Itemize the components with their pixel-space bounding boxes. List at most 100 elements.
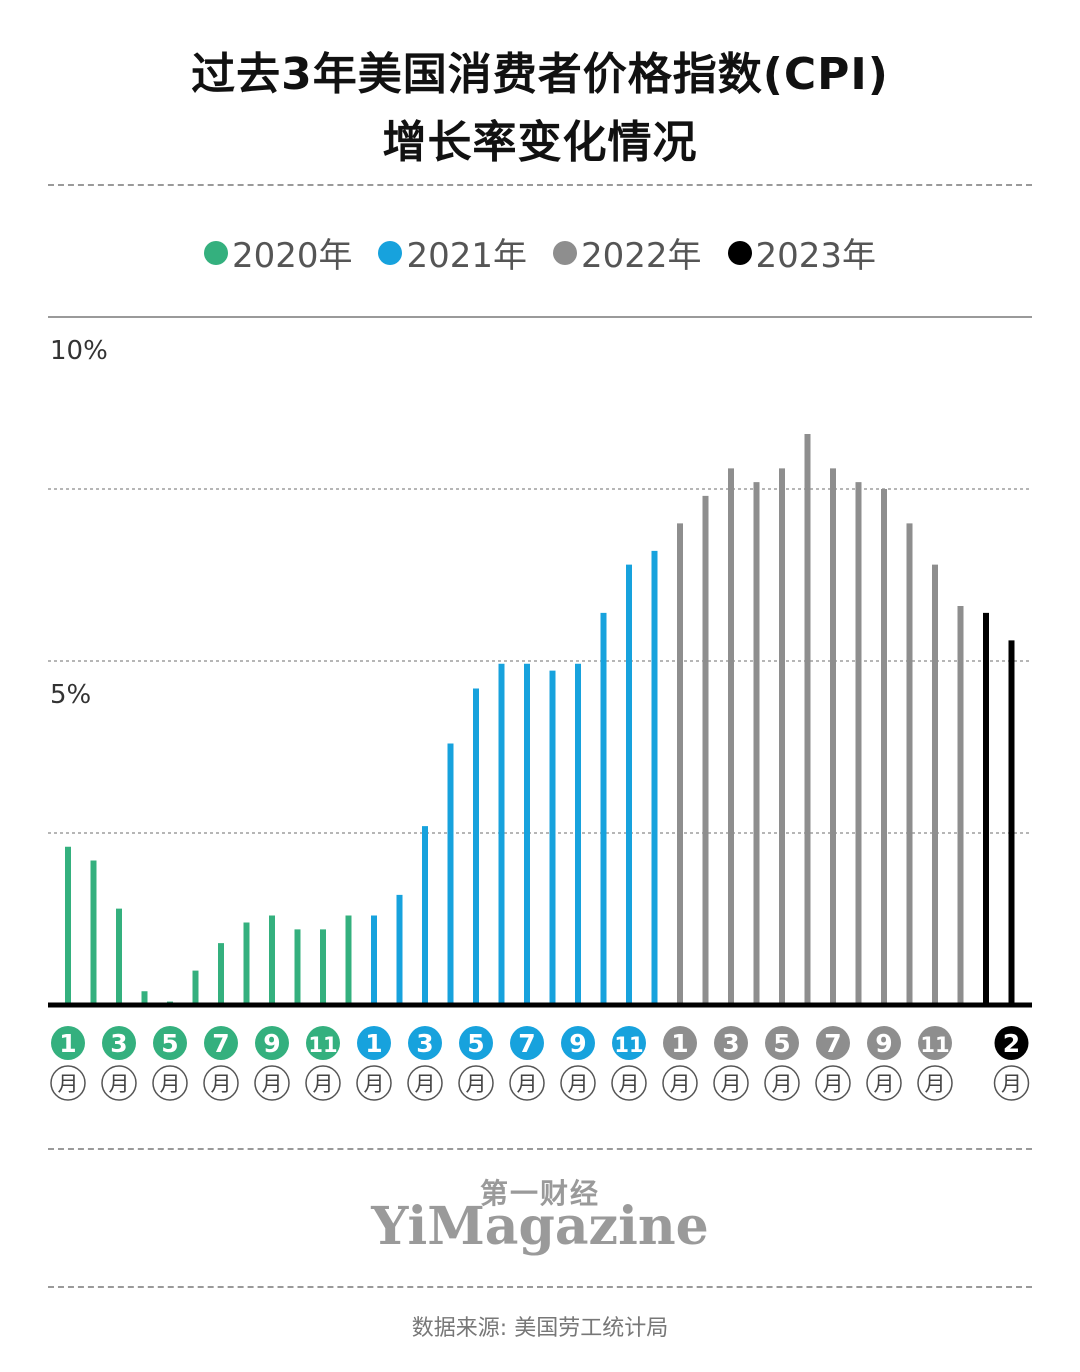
month-word-label: 月 — [58, 1072, 79, 1096]
legend-swatch-2020 — [203, 240, 228, 265]
month-badge — [51, 1026, 85, 1060]
month-word-label: 月 — [721, 1072, 742, 1096]
month-number-label: 9 — [875, 1029, 892, 1058]
month-word-badge — [407, 1065, 443, 1101]
month-badge — [867, 1026, 901, 1060]
month-word-label: 月 — [823, 1072, 844, 1096]
month-word-label: 月 — [874, 1072, 895, 1096]
month-word-badge — [713, 1065, 749, 1101]
month-word-label: 月 — [517, 1072, 538, 1096]
month-number-label: 1 — [365, 1029, 382, 1058]
month-badge — [994, 1026, 1029, 1060]
brand-logo-chinese: 第一财经 — [479, 1177, 600, 1210]
month-number-label: 3 — [416, 1029, 433, 1058]
month-badge — [204, 1026, 238, 1060]
month-number-label: 3 — [110, 1029, 127, 1058]
month-number-label: 9 — [263, 1029, 280, 1058]
month-badge — [561, 1026, 595, 1060]
month-number-label: 5 — [467, 1029, 484, 1058]
month-word-badge — [254, 1065, 290, 1101]
month-word-label: 月 — [466, 1072, 487, 1096]
month-badge — [408, 1026, 442, 1060]
month-word-label: 月 — [1001, 1072, 1022, 1096]
chart-title-line1: 过去3年美国消费者价格指数(CPI) — [191, 49, 889, 100]
month-number-label: 9 — [569, 1029, 586, 1058]
month-badge — [765, 1026, 799, 1060]
month-number-label: 3 — [722, 1029, 739, 1058]
month-word-badge — [560, 1065, 596, 1101]
month-word-label: 月 — [568, 1072, 589, 1096]
month-number-label: 11 — [920, 1033, 949, 1057]
month-number-label: 5 — [773, 1029, 790, 1058]
month-badge — [153, 1026, 187, 1060]
legend-item-2020: 2020年 — [203, 228, 353, 277]
month-word-label: 月 — [262, 1072, 283, 1096]
month-word-label: 月 — [415, 1072, 436, 1096]
legend-label-2021: 2021年 — [406, 236, 527, 276]
month-word-label: 月 — [670, 1072, 691, 1096]
month-word-badge — [815, 1065, 851, 1101]
month-badge — [459, 1026, 493, 1060]
month-badge — [255, 1026, 289, 1060]
month-badge — [663, 1026, 697, 1060]
month-word-label: 月 — [313, 1072, 334, 1096]
month-badge — [306, 1026, 340, 1060]
month-word-badge — [611, 1065, 647, 1101]
y-tick-label: 10% — [50, 336, 108, 366]
legend-item-2021: 2021年 — [378, 228, 527, 277]
divider-top — [48, 184, 1032, 186]
month-word-label: 月 — [160, 1072, 181, 1096]
legend-item-2023: 2023年 — [727, 228, 877, 277]
month-badge — [714, 1026, 748, 1060]
cpi-bar-chart: 10% 5% 1 月 3 月 5 月 7 月 9 月 11 月 1 月 3 月 5 月 7 月 9 月 11 月 1 月 3 月 5 月 7 月 9… — [48, 316, 1032, 1101]
month-word-badge — [305, 1065, 341, 1101]
month-word-badge — [101, 1065, 137, 1101]
month-word-badge — [764, 1065, 800, 1101]
month-word-label: 月 — [211, 1072, 232, 1096]
month-number-label: 7 — [518, 1029, 535, 1058]
month-badge — [102, 1026, 136, 1060]
month-number-label: 1 — [59, 1029, 76, 1058]
month-word-badge — [917, 1065, 953, 1101]
month-number-label: 11 — [308, 1033, 337, 1057]
legend-swatch-2023 — [727, 240, 752, 265]
month-number-label: 7 — [212, 1029, 229, 1058]
month-number-label: 11 — [614, 1033, 643, 1057]
legend: 2020年 2021年 2022年 2023年 — [0, 228, 1080, 277]
month-word-label: 月 — [364, 1072, 385, 1096]
month-word-badge — [662, 1065, 698, 1101]
divider-middle — [48, 1148, 1032, 1150]
month-word-badge — [458, 1065, 494, 1101]
month-number-label: 2 — [1003, 1029, 1020, 1058]
month-number-label: 5 — [161, 1029, 178, 1058]
legend-swatch-2021 — [378, 240, 403, 265]
month-word-label: 月 — [109, 1072, 130, 1096]
month-number-label: 1 — [671, 1029, 688, 1058]
month-word-badge — [50, 1065, 86, 1101]
legend-label-2023: 2023年 — [755, 236, 877, 276]
month-badge — [816, 1026, 850, 1060]
month-badge — [918, 1026, 952, 1060]
chart-title-line2: 增长率变化情况 — [382, 117, 698, 168]
month-badge — [612, 1026, 646, 1060]
month-word-label: 月 — [925, 1072, 946, 1096]
divider-bottom — [48, 1286, 1032, 1288]
month-word-badge — [152, 1065, 188, 1101]
month-badge — [510, 1026, 544, 1060]
month-number-label: 7 — [824, 1029, 841, 1058]
month-word-label: 月 — [772, 1072, 793, 1096]
month-word-badge — [356, 1065, 392, 1101]
data-source-note: 数据来源: 美国劳工统计局 — [411, 1316, 669, 1341]
month-word-badge — [509, 1065, 545, 1101]
y-tick-label: 5% — [50, 680, 91, 710]
legend-label-2022: 2022年 — [581, 236, 702, 276]
month-badge — [357, 1026, 391, 1060]
legend-swatch-2022 — [553, 240, 577, 265]
legend-label-2020: 2020年 — [231, 236, 353, 276]
month-word-badge — [866, 1065, 902, 1101]
month-word-badge — [993, 1065, 1030, 1101]
month-word-label: 月 — [619, 1072, 640, 1096]
legend-item-2022: 2022年 — [553, 228, 702, 277]
brand-logo-english: YiMagazine — [371, 1196, 709, 1257]
month-word-badge — [203, 1065, 239, 1101]
